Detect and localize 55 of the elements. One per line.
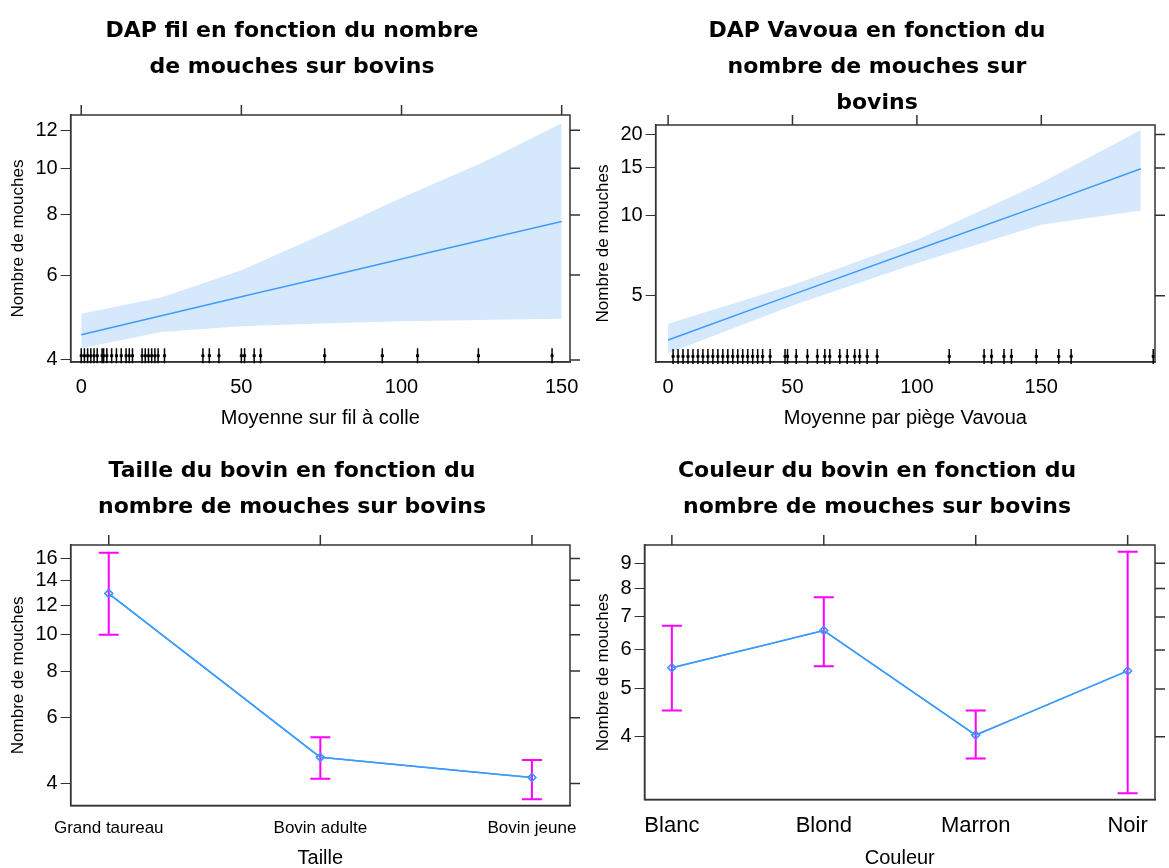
x-tick-label: Noir <box>1107 811 1148 837</box>
x-tick-label: 50 <box>230 374 253 397</box>
point <box>667 663 677 673</box>
y-tick-label: 8 <box>620 575 632 598</box>
x-tick-label: 150 <box>544 374 579 397</box>
y-tick-label: 10 <box>620 202 643 225</box>
x-tick-label: Grand taureau <box>53 818 164 838</box>
x-axis-title: Moyenne par piège Vavoua <box>783 405 1028 428</box>
point <box>971 730 981 740</box>
y-axis-title: Nombre de mouches <box>592 593 612 752</box>
x-tick-label: 0 <box>662 374 674 397</box>
y-tick-label: 14 <box>35 567 58 590</box>
chart-title: DAP Vavoua en fonction du nombre de mouches sur bovins <box>707 16 1047 116</box>
y-tick-label: 8 <box>46 202 58 225</box>
x-axis-title: Taille <box>297 845 344 868</box>
x-tick-label: 50 <box>781 374 804 397</box>
y-tick-label: 16 <box>35 546 58 569</box>
point <box>1123 666 1133 676</box>
x-tick-label: 150 <box>1024 374 1058 397</box>
y-tick-label: 20 <box>620 122 643 145</box>
y-tick-label: 6 <box>46 262 58 285</box>
x-tick-label: Marron <box>940 811 1011 837</box>
y-tick-label: 6 <box>46 705 58 728</box>
y-axis-title: Nombre de mouches <box>7 159 27 318</box>
x-axis-title: Couleur <box>864 845 936 868</box>
point <box>104 588 114 599</box>
x-tick-label: Bovin jeune <box>487 818 577 838</box>
chart-title: Taille du bovin en fonction du nombre de mouches sur bovins <box>96 456 488 520</box>
y-tick-label: 4 <box>620 724 632 747</box>
chart-title: Couleur du bovin en fonction du nombre de mouches sur bovins <box>676 456 1078 520</box>
y-tick-label: 5 <box>620 676 632 699</box>
x-axis-title: Moyenne sur fil à colle <box>220 405 420 428</box>
x-tick-label: 100 <box>384 374 419 397</box>
y-tick-label: 7 <box>620 604 632 627</box>
y-tick-label: 10 <box>35 155 58 178</box>
x-tick-label: 100 <box>900 374 934 397</box>
y-tick-label: 8 <box>46 658 58 681</box>
x-tick-label: 0 <box>75 374 87 397</box>
y-tick-label: 12 <box>35 592 58 615</box>
y-tick-label: 12 <box>35 117 58 140</box>
y-tick-label: 10 <box>35 622 58 645</box>
chart-title: DAP fil en fonction du nombre de mouches sur bovins <box>104 16 480 80</box>
y-tick-label: 9 <box>620 550 632 573</box>
point <box>819 625 829 636</box>
x-tick-label: Blond <box>795 811 852 837</box>
y-axis-title: Nombre de mouches <box>592 164 612 323</box>
y-tick-label: 5 <box>631 283 643 306</box>
y-axis-title: Nombre de mouches <box>7 596 27 755</box>
y-tick-label: 6 <box>620 637 632 660</box>
y-tick-label: 4 <box>46 347 58 370</box>
y-tick-label: 4 <box>46 770 58 793</box>
point <box>527 772 537 783</box>
x-tick-label: Bovin adulte <box>273 818 368 838</box>
x-tick-label: Blanc <box>644 811 700 837</box>
y-tick-label: 15 <box>620 155 643 178</box>
